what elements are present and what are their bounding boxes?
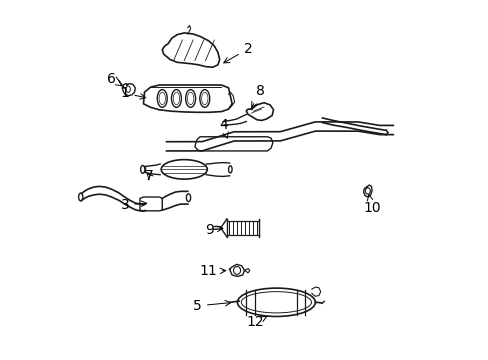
Text: 10: 10 <box>363 195 380 215</box>
Text: 8: 8 <box>251 84 264 108</box>
Text: 12: 12 <box>246 315 266 329</box>
Text: 7: 7 <box>145 170 154 184</box>
Text: 5: 5 <box>193 299 230 313</box>
Text: 2: 2 <box>224 42 252 63</box>
Text: 3: 3 <box>121 198 146 212</box>
Text: 11: 11 <box>199 265 225 278</box>
Text: 9: 9 <box>205 222 223 237</box>
Text: 1: 1 <box>120 86 145 100</box>
Text: 6: 6 <box>107 72 122 86</box>
Text: 4: 4 <box>219 118 228 138</box>
